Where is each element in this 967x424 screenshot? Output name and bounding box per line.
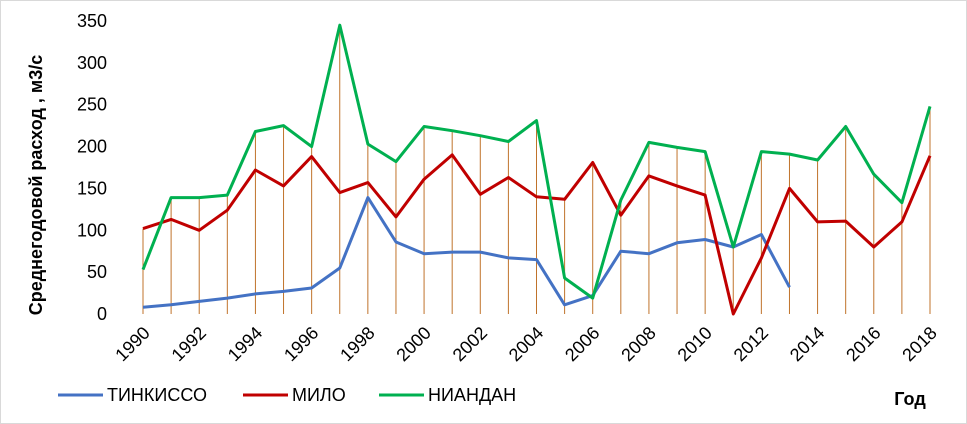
x-axis-ticks: 1990 1992 1994 1996 1998 2000 2002 2004 2006 2008… (111, 323, 940, 365)
x-axis-label: Год (894, 389, 926, 409)
series-line-3 (141, 23, 932, 300)
x-tick-label: 2010 (674, 323, 716, 365)
x-tick-label: 2014 (786, 323, 828, 365)
series-lines (141, 23, 932, 316)
x-tick-label: 1998 (336, 323, 378, 365)
x-tick-label: 1996 (280, 323, 322, 365)
legend-label: ТИНКИССО (107, 385, 207, 405)
y-tick-label: 300 (77, 53, 107, 73)
legend-label: НИАНДАН (428, 385, 516, 405)
x-tick-label: 1990 (111, 323, 153, 365)
x-tick-label: 2002 (449, 323, 491, 365)
y-tick-label: 100 (77, 220, 107, 240)
y-tick-label: 350 (77, 11, 107, 31)
x-tick-label: 2006 (561, 323, 603, 365)
y-tick-label: 200 (77, 137, 107, 157)
y-axis-ticks: 0 50 100 150 200 250 300 350 (77, 11, 107, 324)
x-tick-label: 1994 (224, 323, 266, 365)
y-tick-label: 0 (97, 304, 107, 324)
drop-lines (142, 25, 931, 314)
y-tick-label: 150 (77, 178, 107, 198)
x-tick-label: 2000 (392, 323, 434, 365)
series-line-2 (142, 153, 932, 316)
y-axis-label: Среднегодовой расход , м3/с (26, 55, 46, 316)
x-tick-label: 2016 (842, 323, 884, 365)
y-tick-label: 250 (77, 95, 107, 115)
x-tick-label: 2008 (617, 323, 659, 365)
x-tick-label: 2004 (505, 323, 547, 365)
legend: ТИНКИССО МИЛО НИАНДАН (58, 385, 516, 405)
x-tick-label: 2018 (898, 323, 940, 365)
x-tick-label: 1992 (168, 323, 210, 365)
y-tick-label: 50 (87, 262, 107, 282)
series-line-1 (142, 196, 791, 309)
legend-label: МИЛО (292, 385, 346, 405)
x-tick-label: 2012 (730, 323, 772, 365)
